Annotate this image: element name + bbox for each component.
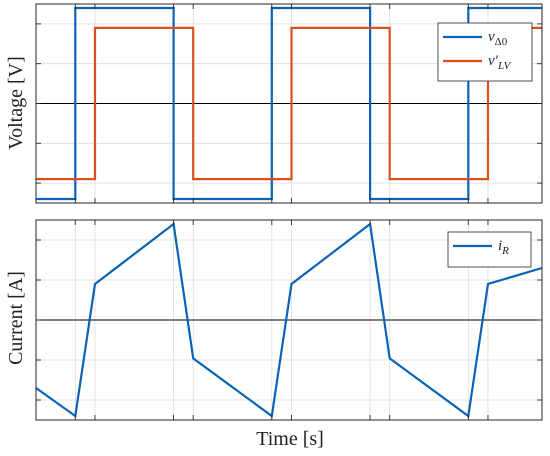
voltage-legend-label-1: vΔ0 [488, 29, 508, 48]
current-legend-box [447, 231, 532, 268]
current-panel: iR [35, 219, 543, 421]
x-axis-label: Time [s] [256, 428, 324, 450]
voltage-legend-box [437, 22, 533, 82]
voltage-series-2-line [36, 26, 542, 181]
voltage-series-1-line [36, 6, 542, 201]
voltage-legend-label-2: v′LV [488, 53, 512, 72]
current-y-label: Current [A] [5, 271, 27, 365]
current-legend-label-1: iR [498, 238, 509, 257]
voltage-y-label: Voltage [V] [5, 56, 27, 150]
current-legend: iR [447, 231, 532, 268]
voltage-legend: vΔ0 v′LV [437, 22, 533, 82]
voltage-panel: vΔ0 v′LV [35, 3, 543, 204]
current-series-1-line [35, 221, 543, 418]
